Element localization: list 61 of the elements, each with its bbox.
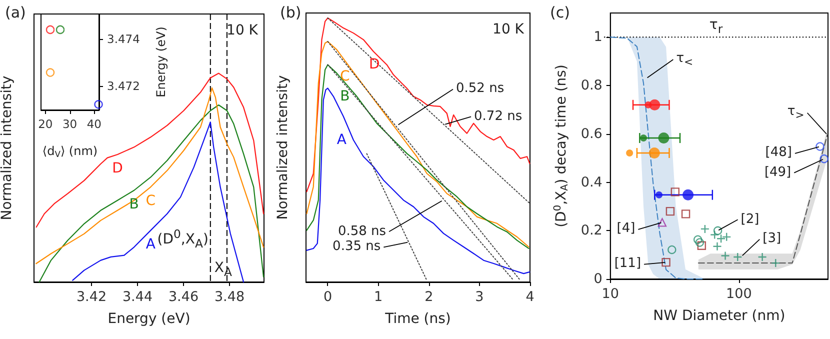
y-axis-title: Normalized intensity: [275, 75, 291, 220]
series-label: A: [146, 236, 156, 252]
y-tick-label: 1: [594, 29, 602, 46]
ref-line-label: τ$_{r}$: [709, 17, 723, 36]
y-axis-title: Normalized intensity: [0, 76, 15, 220]
annotation: 0.52 ns: [456, 81, 504, 96]
point: [46, 25, 55, 34]
x-tick-label: 0: [323, 289, 332, 305]
y-tick-label: 0.2: [580, 222, 602, 239]
x-tick-label: 40: [86, 117, 102, 131]
ref-line-label: (D$^{0}$,X$_{A}$): [157, 226, 208, 250]
series-label: C: [146, 193, 156, 210]
y-tick-label: 0.4: [580, 174, 602, 190]
chart-title: (c): [550, 4, 570, 22]
y-tick-label: 3.474: [107, 32, 140, 46]
point: [94, 100, 103, 109]
annotation: 0.58 ns: [338, 223, 386, 239]
x-tick-label: 3.46: [168, 289, 199, 305]
x-tick-label: 3.42: [76, 289, 107, 305]
ref-line-label: X$_{A}$: [214, 260, 232, 279]
y-axis-title: Energy (eV): [154, 26, 168, 98]
x-axis-title: Energy (eV): [108, 311, 190, 327]
point: [56, 25, 65, 34]
annotation: [2]: [740, 211, 760, 227]
y-axis-title: (D0,XA) decay time (ns): [552, 64, 570, 228]
annotation: 10 K: [492, 21, 524, 38]
chart-title: (b): [280, 4, 302, 22]
x-tick-label: 20: [38, 117, 53, 131]
text: 10 K: [226, 22, 258, 39]
series-label: B: [129, 196, 139, 212]
x-tick-label: 3.48: [214, 289, 245, 305]
x-tick-label: 3.44: [122, 289, 153, 305]
point: [46, 68, 55, 77]
annotation: [4]: [616, 221, 636, 237]
x-tick-label: 2: [424, 289, 434, 305]
annotation: [11]: [614, 256, 642, 272]
annotation: [49]: [764, 164, 792, 180]
y-tick-label: 0.6: [580, 126, 602, 142]
annotation: τ$_{>}$: [787, 104, 804, 122]
y-tick-label: 0.8: [580, 78, 602, 94]
annotation: 0.72 ns: [474, 108, 522, 124]
x-tick-label: 10: [602, 286, 619, 302]
x-axis-title: NW Diameter (nm): [653, 308, 786, 324]
x-axis-title: Time (ns): [384, 311, 451, 327]
y-tick-label: 0: [594, 271, 602, 287]
x-tick-label: 30: [62, 117, 78, 131]
annotation: 0.35 ns: [332, 238, 381, 254]
annotation: [3]: [762, 231, 782, 246]
series-label: D: [112, 160, 123, 176]
series-label: B: [340, 88, 350, 104]
series-label: D: [369, 56, 380, 73]
x-tick-label: 100: [726, 286, 752, 302]
y-tick-label: 3.472: [107, 78, 140, 93]
x-tick-label: 1: [374, 289, 383, 305]
annotation: [48]: [765, 145, 792, 161]
series-label: C: [340, 68, 350, 85]
x-tick-label: 4: [526, 289, 534, 305]
annotation: τ$_{<}$: [676, 50, 694, 68]
chart-title: (a): [5, 4, 26, 22]
x-tick-label: 3: [475, 289, 484, 305]
series-label: A: [336, 132, 347, 148]
